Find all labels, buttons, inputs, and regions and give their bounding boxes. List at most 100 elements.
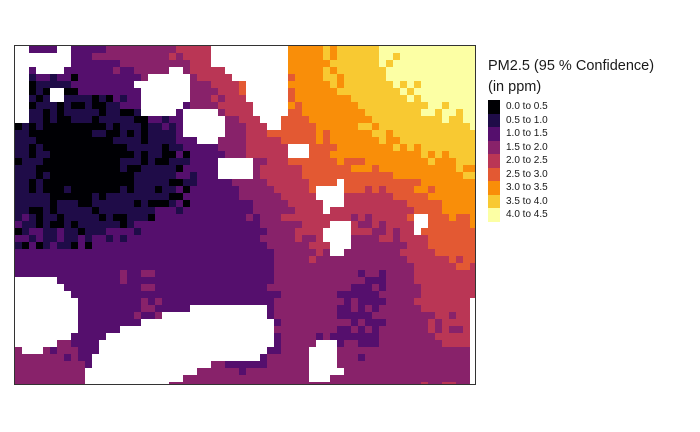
raster-cell <box>302 333 309 340</box>
raster-cell <box>442 60 449 67</box>
raster-cell <box>113 172 120 179</box>
raster-cell <box>400 186 407 193</box>
raster-cell <box>176 256 183 263</box>
raster-cell <box>449 347 456 354</box>
raster-cell <box>288 130 295 137</box>
raster-cell <box>183 186 190 193</box>
raster-cell <box>43 207 50 214</box>
raster-cell <box>57 270 64 277</box>
raster-cell <box>85 102 92 109</box>
raster-cell <box>379 74 386 81</box>
raster-cell <box>379 375 386 382</box>
raster-cell <box>330 270 337 277</box>
raster-cell <box>407 81 414 88</box>
raster-cell <box>183 179 190 186</box>
raster-cell <box>169 235 176 242</box>
raster-cell <box>407 284 414 291</box>
raster-cell <box>337 354 344 361</box>
raster-cell <box>449 305 456 312</box>
raster-cell <box>456 298 463 305</box>
raster-cell <box>141 242 148 249</box>
raster-cell <box>141 172 148 179</box>
raster-cell <box>358 81 365 88</box>
raster-cell <box>267 144 274 151</box>
raster-cell <box>239 123 246 130</box>
raster-cell <box>225 270 232 277</box>
raster-cell <box>358 172 365 179</box>
raster-cell <box>57 193 64 200</box>
raster-cell <box>99 116 106 123</box>
raster-cell <box>197 53 204 60</box>
raster-cell <box>64 207 71 214</box>
raster-cell <box>197 151 204 158</box>
pm25-raster-map[interactable] <box>15 46 476 385</box>
raster-cell <box>57 102 64 109</box>
raster-cell <box>309 67 316 74</box>
map-panel[interactable] <box>14 45 476 385</box>
raster-cell <box>337 214 344 221</box>
raster-cell <box>428 354 435 361</box>
raster-cell <box>78 207 85 214</box>
raster-cell <box>36 74 43 81</box>
raster-cell <box>288 172 295 179</box>
raster-cell <box>29 228 36 235</box>
raster-cell <box>337 291 344 298</box>
raster-cell <box>253 186 260 193</box>
raster-cell <box>22 193 29 200</box>
raster-cell <box>246 109 253 116</box>
legend-swatch <box>488 113 500 127</box>
raster-cell <box>127 263 134 270</box>
raster-cell <box>463 207 470 214</box>
raster-cell <box>134 200 141 207</box>
raster-cell <box>106 151 113 158</box>
raster-cell <box>421 109 428 116</box>
raster-cell <box>421 319 428 326</box>
raster-cell <box>456 67 463 74</box>
raster-cell <box>36 214 43 221</box>
raster-cell <box>379 172 386 179</box>
raster-cell <box>302 193 309 200</box>
raster-cell <box>190 298 197 305</box>
raster-cell <box>449 291 456 298</box>
raster-cell <box>85 326 92 333</box>
raster-cell <box>435 228 442 235</box>
raster-cell <box>421 186 428 193</box>
raster-cell <box>15 137 22 144</box>
raster-cell <box>225 74 232 81</box>
raster-cell <box>344 95 351 102</box>
raster-cell <box>162 270 169 277</box>
raster-cell <box>421 46 428 53</box>
raster-cell <box>337 312 344 319</box>
raster-cell <box>218 74 225 81</box>
raster-cell <box>386 144 393 151</box>
raster-cell <box>211 151 218 158</box>
raster-cell <box>358 60 365 67</box>
raster-cell <box>400 151 407 158</box>
raster-cell <box>463 102 470 109</box>
raster-cell <box>113 123 120 130</box>
raster-cell <box>71 214 78 221</box>
raster-cell <box>50 207 57 214</box>
raster-cell <box>64 95 71 102</box>
raster-cell <box>225 235 232 242</box>
raster-cell <box>372 368 379 375</box>
raster-cell <box>120 130 127 137</box>
raster-cell <box>15 242 22 249</box>
raster-cell <box>85 172 92 179</box>
raster-cell <box>113 165 120 172</box>
raster-cell <box>281 368 288 375</box>
raster-cell <box>22 235 29 242</box>
raster-cell <box>295 298 302 305</box>
raster-cell <box>22 137 29 144</box>
raster-cell <box>246 235 253 242</box>
raster-cell <box>344 284 351 291</box>
raster-cell <box>309 242 316 249</box>
raster-cell <box>232 207 239 214</box>
raster-cell <box>155 172 162 179</box>
raster-cell <box>113 228 120 235</box>
raster-cell <box>148 284 155 291</box>
raster-cell <box>92 235 99 242</box>
raster-cell <box>372 235 379 242</box>
raster-cell <box>337 130 344 137</box>
raster-cell <box>323 319 330 326</box>
